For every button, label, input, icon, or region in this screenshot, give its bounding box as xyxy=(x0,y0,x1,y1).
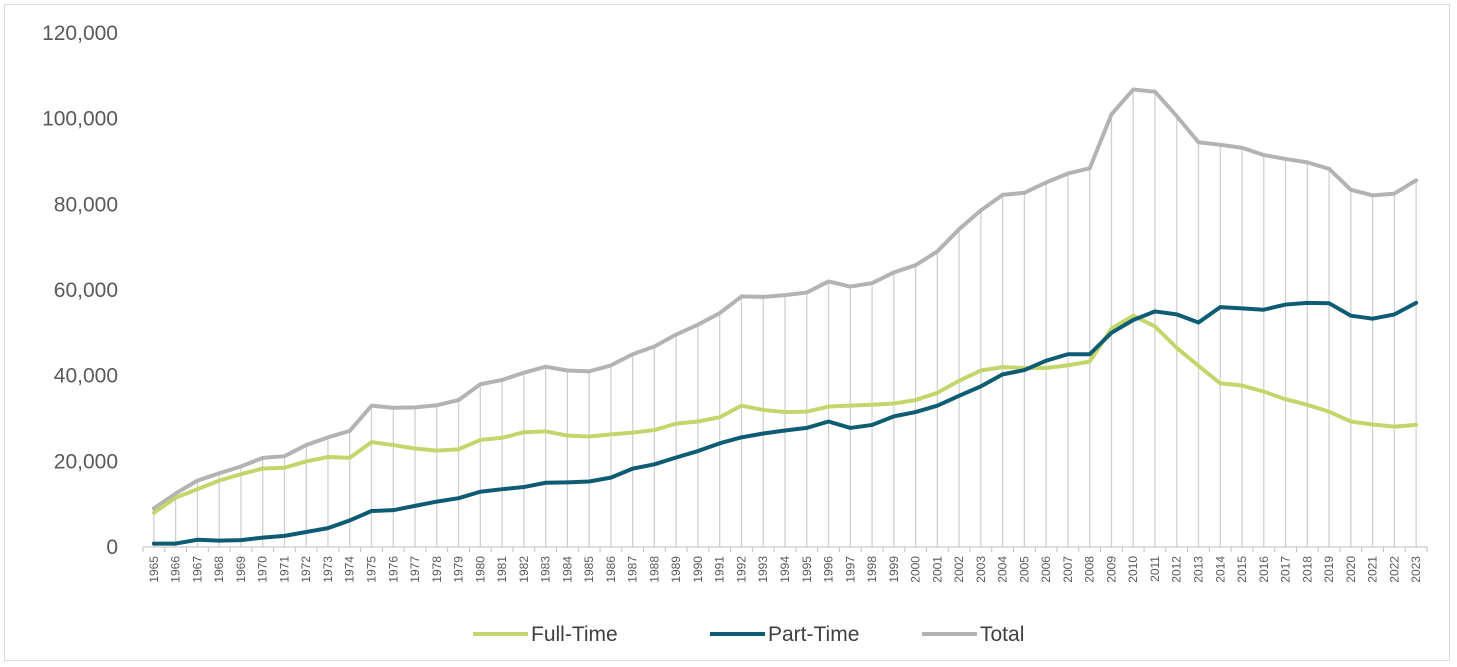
x-tick-label: 2011 xyxy=(1148,556,1162,582)
y-tick-label: 0 xyxy=(106,536,118,559)
x-tick-label: 1976 xyxy=(386,556,400,583)
x-tick-label: 1995 xyxy=(800,556,814,583)
drop-lines xyxy=(153,89,1417,547)
x-tick-label: 1971 xyxy=(277,556,291,583)
x-tick-label: 2019 xyxy=(1322,556,1336,583)
x-tick-label: 1996 xyxy=(822,556,836,583)
axes xyxy=(142,546,1428,552)
x-tick-label: 2002 xyxy=(952,556,966,583)
x-tick-label: 2009 xyxy=(1104,556,1118,583)
x-tick-label: 2020 xyxy=(1344,556,1358,583)
x-tick-label: 1991 xyxy=(713,556,727,583)
series-lines xyxy=(151,87,1419,546)
x-tick-label: 1992 xyxy=(734,556,748,583)
x-tick-label: 2008 xyxy=(1083,556,1097,583)
x-tick-label: 1990 xyxy=(691,556,705,583)
x-tick-label: 1987 xyxy=(626,556,640,583)
x-tick-label: 2017 xyxy=(1279,556,1293,583)
x-tick-label: 1982 xyxy=(517,556,531,583)
x-tick-label: 1977 xyxy=(408,556,422,583)
x-tick-label: 1988 xyxy=(647,556,661,583)
x-axis-tick-labels: 1965 1966 1967 1968 1969 1970 1971 1972 1973 1974… xyxy=(147,556,1423,583)
legend-item-part-time: Part-Time xyxy=(710,623,859,646)
x-tick-label: 2004 xyxy=(996,556,1010,583)
y-tick-label: 60,000 xyxy=(54,279,118,302)
y-tick-label: 120,000 xyxy=(42,22,118,45)
x-tick-label: 1968 xyxy=(212,556,226,583)
x-tick-label: 1969 xyxy=(234,556,248,583)
x-tick-label: 1967 xyxy=(190,556,204,583)
x-tick-label: 1974 xyxy=(343,556,357,583)
x-tick-label: 1973 xyxy=(321,556,335,583)
series-line-full-time xyxy=(151,313,1419,515)
x-tick-label: 2023 xyxy=(1409,556,1423,583)
x-tick-label: 2016 xyxy=(1257,556,1271,583)
series-line-part-time xyxy=(151,300,1419,546)
x-tick-label: 1979 xyxy=(452,556,466,583)
x-tick-label: 1970 xyxy=(256,556,270,583)
x-tick-label: 1965 xyxy=(147,556,161,583)
y-tick-label: 40,000 xyxy=(54,365,118,388)
x-tick-label: 2015 xyxy=(1235,556,1249,583)
x-tick-label: 1999 xyxy=(887,556,901,583)
legend: Full-Time Part-Time Total xyxy=(473,623,1024,646)
x-tick-label: 1986 xyxy=(604,556,618,583)
legend-label: Part-Time xyxy=(768,623,859,646)
x-tick-label: 1978 xyxy=(430,556,444,583)
x-tick-label: 2013 xyxy=(1191,556,1205,583)
x-tick-label: 2021 xyxy=(1366,556,1380,583)
x-tick-label: 2006 xyxy=(1039,556,1053,583)
x-tick-label: 1980 xyxy=(473,556,487,583)
x-tick-label: 1983 xyxy=(539,556,553,583)
x-tick-label: 2003 xyxy=(974,556,988,583)
y-tick-label: 80,000 xyxy=(54,193,118,216)
x-tick-label: 1972 xyxy=(299,556,313,583)
x-tick-label: 2014 xyxy=(1213,556,1227,583)
x-tick-label: 1975 xyxy=(365,556,379,583)
x-tick-label: 2010 xyxy=(1126,556,1140,583)
x-tick-label: 2022 xyxy=(1387,556,1401,583)
x-tick-label: 1966 xyxy=(169,556,183,583)
x-tick-label: 2005 xyxy=(1017,556,1031,583)
x-tick-label: 2018 xyxy=(1300,556,1314,583)
x-tick-label: 2000 xyxy=(909,556,923,583)
x-tick-label: 1985 xyxy=(582,556,596,583)
x-tick-label: 1998 xyxy=(865,556,879,583)
legend-item-full-time: Full-Time xyxy=(473,623,618,646)
x-tick-label: 1989 xyxy=(669,556,683,583)
x-tick-label: 2001 xyxy=(930,556,944,583)
y-tick-label: 20,000 xyxy=(54,450,118,473)
legend-item-total: Total xyxy=(922,623,1024,646)
legend-label: Total xyxy=(980,623,1024,646)
y-axis-tick-labels: 0 20,000 40,000 60,000 80,000 100,000 120,000 xyxy=(42,22,118,559)
legend-label: Full-Time xyxy=(531,623,618,646)
x-tick-label: 2012 xyxy=(1170,556,1184,583)
x-tick-label: 1981 xyxy=(495,556,509,583)
series-line-total xyxy=(151,87,1419,511)
x-tick-label: 1997 xyxy=(843,556,857,583)
x-tick-label: 2007 xyxy=(1061,556,1075,583)
x-tick-label: 1984 xyxy=(560,556,574,583)
x-tick-label: 1994 xyxy=(778,556,792,583)
x-tick-label: 1993 xyxy=(756,556,770,583)
y-tick-label: 100,000 xyxy=(42,108,118,131)
